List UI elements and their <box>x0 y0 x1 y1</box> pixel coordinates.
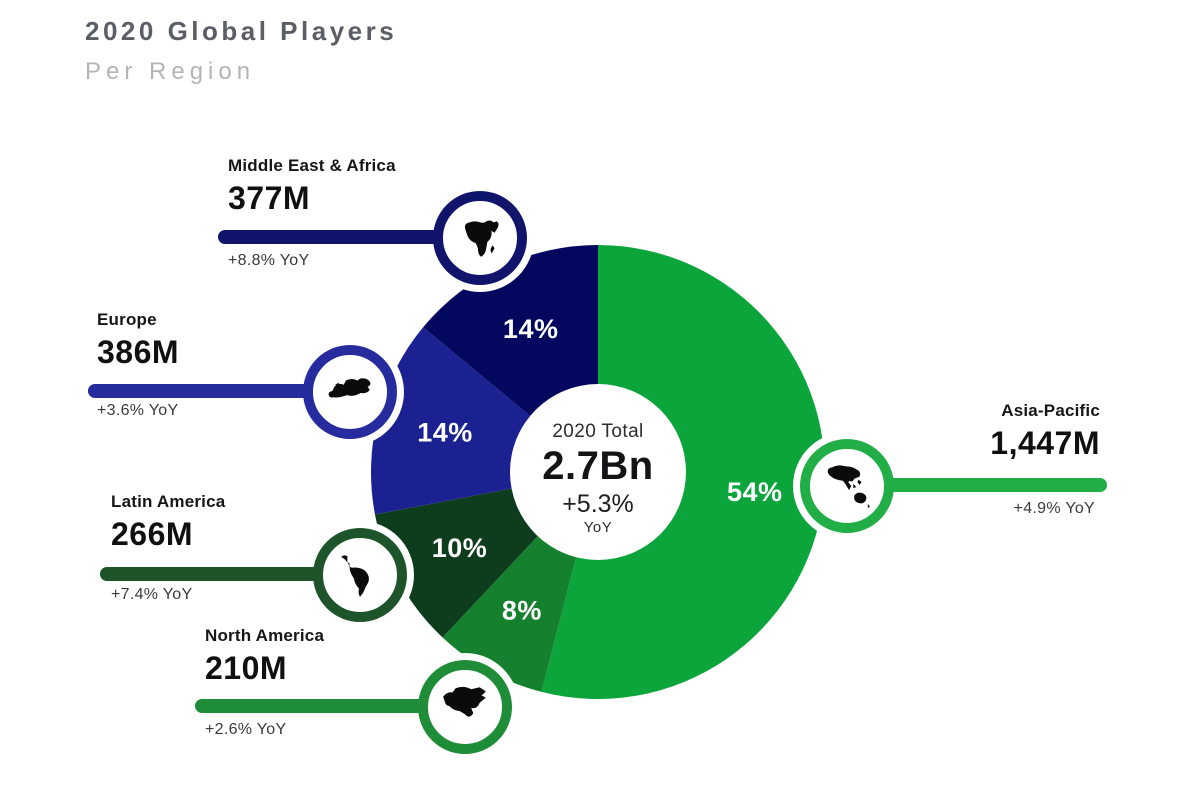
center-total-value: 2.7Bn <box>542 444 654 488</box>
region-circle <box>800 439 894 533</box>
region-label-latin-america: Latin America 266M <box>111 492 225 550</box>
region-players-value: 266M <box>111 516 194 552</box>
region-label-middle-east-africa: Middle East & Africa 377M <box>228 156 396 214</box>
region-circle <box>418 660 512 754</box>
region-players-value: 377M <box>228 180 311 216</box>
region-players-value: 210M <box>205 650 288 686</box>
region-label-north-america: North America 210M <box>205 626 324 684</box>
slice-percent-latin-america: 10% <box>432 533 488 563</box>
slice-percent-north-america: 8% <box>502 596 542 626</box>
connector-bar <box>218 230 480 244</box>
slice-percent-europe: 14% <box>417 418 473 448</box>
middle-east-africa-map-icon <box>464 220 499 257</box>
region-label-europe: Europe 386M <box>97 310 179 368</box>
connector-bar <box>100 567 360 581</box>
region-name: Middle East & Africa <box>228 156 396 175</box>
region-name: North America <box>205 626 325 645</box>
asia-pacific-map-icon <box>827 465 870 508</box>
region-label-asia-pacific: Asia-Pacific 1,447M <box>990 401 1100 459</box>
region-yoy-middle-east-africa: +8.8% YoY <box>228 252 310 269</box>
connector-bar <box>195 699 465 713</box>
slice-percent-asia-pacific: 54% <box>727 477 783 507</box>
region-circle <box>433 191 527 285</box>
connector-bar <box>847 478 1107 492</box>
connector-bar <box>88 384 350 398</box>
center-growth-unit: YoY <box>583 519 613 536</box>
region-players-value: 386M <box>97 334 180 370</box>
donut-center-text: 2020 Total 2.7Bn +5.3% YoY <box>488 421 708 536</box>
page-subtitle: Per Region <box>85 58 256 85</box>
region-name: Europe <box>97 310 157 329</box>
region-circle <box>303 345 397 439</box>
north-america-map-icon <box>443 686 486 717</box>
region-circle <box>313 528 407 622</box>
latin-america-map-icon <box>341 555 369 597</box>
slice-percent-middle-east-africa: 14% <box>503 314 559 344</box>
region-players-value: 1,447M <box>990 425 1100 461</box>
europe-map-icon <box>328 378 371 398</box>
page-title: 2020 Global Players <box>85 16 398 46</box>
donut-center-hole <box>510 384 686 560</box>
region-yoy-latin-america: +7.4% YoY <box>111 586 193 603</box>
region-name: Asia-Pacific <box>1001 401 1100 420</box>
region-yoy-north-america: +2.6% YoY <box>205 721 287 738</box>
center-total-label: 2020 Total <box>552 421 644 442</box>
region-yoy-europe: +3.6% YoY <box>97 402 179 419</box>
region-yoy-asia-pacific: +4.9% YoY <box>1013 500 1095 517</box>
region-name: Latin America <box>111 492 226 511</box>
center-growth-value: +5.3% <box>562 490 634 518</box>
